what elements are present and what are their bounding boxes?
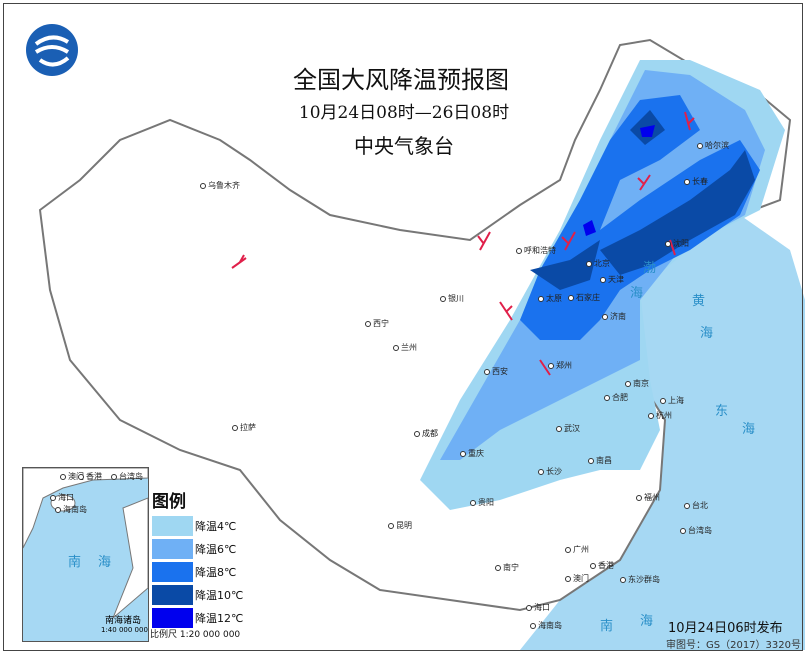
legend: 图例 降温4℃ 降温6℃ 降温8℃ 降温10℃ 降温12℃ bbox=[152, 487, 243, 629]
wind-barb-icon bbox=[499, 301, 513, 321]
inset-label: 香港 bbox=[78, 471, 102, 482]
legend-swatch bbox=[152, 538, 193, 559]
cooling-zone-10 bbox=[530, 110, 755, 290]
scale-label: 比例尺 1:20 000 000 bbox=[150, 630, 241, 640]
legend-label: 降温6℃ bbox=[195, 542, 237, 556]
city-label: 济南 bbox=[602, 311, 626, 322]
city-label: 石家庄 bbox=[568, 292, 600, 303]
legend-label: 降温10℃ bbox=[195, 588, 244, 602]
city-label: 郑州 bbox=[548, 360, 572, 371]
city-label: 天津 bbox=[600, 274, 624, 285]
city-label: 哈尔滨 bbox=[697, 140, 729, 151]
inset-sea-label: 海 bbox=[98, 555, 112, 570]
city-label: 西安 bbox=[484, 366, 508, 377]
city-label: 拉萨 bbox=[232, 422, 256, 433]
legend-label: 降温8℃ bbox=[195, 565, 237, 579]
wind-barb-icon bbox=[539, 359, 551, 376]
city-label: 广州 bbox=[565, 544, 589, 555]
legend-label: 降温12℃ bbox=[195, 611, 244, 625]
sea-label: 南 bbox=[600, 619, 614, 634]
sea-area bbox=[520, 215, 805, 650]
city-label: 呼和浩特 bbox=[516, 245, 556, 256]
sea-label: 渤 bbox=[643, 261, 657, 276]
legend-swatch bbox=[152, 584, 193, 605]
legend-title: 图例 bbox=[152, 492, 186, 512]
wind-barb-icon bbox=[684, 111, 695, 131]
approval-number: 审图号：GS（2017）3320号 bbox=[666, 640, 801, 651]
city-label: 南昌 bbox=[588, 455, 612, 466]
city-label: 武汉 bbox=[556, 423, 580, 434]
city-label: 昆明 bbox=[388, 520, 412, 531]
cma-logo bbox=[26, 24, 78, 76]
forecast-period: 10月24日08时—26日08时 bbox=[298, 103, 510, 123]
wind-barb-icon bbox=[637, 174, 651, 191]
legend-swatch bbox=[152, 561, 193, 582]
city-label: 长沙 bbox=[538, 466, 562, 477]
legend-label: 降温4℃ bbox=[195, 519, 237, 533]
city-label: 兰州 bbox=[393, 342, 417, 353]
inset-title: 南海诸岛 bbox=[105, 616, 142, 626]
legend-item: 降温12℃ bbox=[152, 606, 243, 629]
sea-label: 海 bbox=[700, 326, 714, 341]
city-label: 海口 bbox=[526, 602, 550, 613]
city-label: 沈阳 bbox=[665, 238, 689, 249]
issuer: 中央气象台 bbox=[354, 134, 454, 158]
city-label: 贵阳 bbox=[470, 497, 494, 508]
city-label: 香港 bbox=[590, 560, 614, 571]
legend-item: 降温6℃ bbox=[152, 537, 243, 560]
island-label: 东沙群岛 bbox=[620, 574, 660, 585]
inset-label: 澳门 bbox=[60, 471, 84, 482]
legend-item: 降温8℃ bbox=[152, 560, 243, 583]
publish-time: 10月24日06时发布 bbox=[668, 621, 783, 636]
city-label: 杭州 bbox=[648, 410, 672, 421]
inset-label: 海口 bbox=[50, 492, 74, 503]
city-label: 重庆 bbox=[460, 448, 484, 459]
legend-item: 降温10℃ bbox=[152, 583, 243, 606]
city-label: 太原 bbox=[538, 293, 562, 304]
city-label: 南宁 bbox=[495, 562, 519, 573]
sea-label: 东 bbox=[715, 404, 729, 419]
city-label: 乌鲁木齐 bbox=[200, 180, 240, 191]
city-label: 南京 bbox=[625, 378, 649, 389]
legend-swatch bbox=[152, 515, 193, 536]
legend-item: 降温4℃ bbox=[152, 514, 243, 537]
island-label: 海南岛 bbox=[530, 620, 562, 631]
sea-label: 黄 bbox=[692, 294, 706, 309]
sea-label: 海 bbox=[630, 286, 644, 301]
sea-label: 海 bbox=[742, 422, 756, 437]
map-title: 全国大风降温预报图 bbox=[293, 66, 509, 94]
sea-label: 海 bbox=[640, 614, 654, 629]
city-label: 澳门 bbox=[565, 573, 589, 584]
city-label: 长春 bbox=[684, 176, 708, 187]
wind-barb-icon bbox=[561, 231, 576, 251]
city-label: 西宁 bbox=[365, 318, 389, 329]
south-china-sea-inset: 澳门 香港 台湾岛 海口 海南岛 南 海 南海诸岛 1:40 000 000 bbox=[22, 467, 149, 642]
city-label: 合肥 bbox=[604, 392, 628, 403]
wind-barbs bbox=[231, 111, 695, 376]
city-label: 台北 bbox=[684, 500, 708, 511]
city-label: 成都 bbox=[414, 428, 438, 439]
inset-sea-label: 南 bbox=[68, 555, 82, 570]
wind-barb-icon bbox=[231, 254, 247, 269]
cooling-zone-12 bbox=[583, 125, 655, 236]
map-frame bbox=[3, 3, 803, 651]
city-label: 北京 bbox=[586, 258, 610, 269]
city-label: 福州 bbox=[636, 492, 660, 503]
city-label: 上海 bbox=[660, 395, 684, 406]
inset-scale: 1:40 000 000 bbox=[101, 626, 148, 634]
island-label: 台湾岛 bbox=[680, 525, 712, 536]
city-label: 银川 bbox=[440, 293, 464, 304]
wind-barb-icon bbox=[477, 231, 491, 251]
inset-label: 海南岛 bbox=[55, 504, 87, 515]
legend-swatch bbox=[152, 607, 193, 628]
inset-label: 台湾岛 bbox=[111, 471, 143, 482]
